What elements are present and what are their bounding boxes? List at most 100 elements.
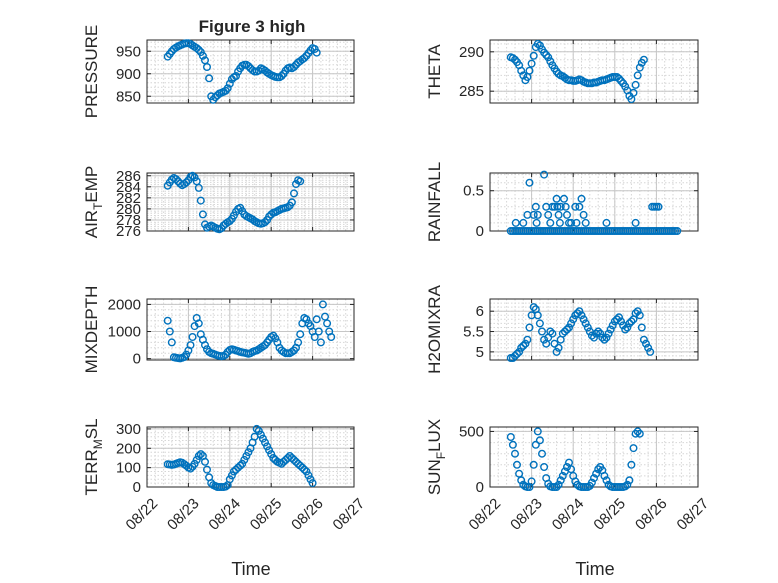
data-point (182, 178, 191, 187)
data-point (316, 338, 325, 347)
data-point (639, 335, 648, 344)
data-point (540, 170, 549, 179)
data-point (606, 325, 615, 334)
data-point (533, 210, 542, 219)
data-point (553, 202, 562, 211)
data-point (538, 449, 547, 458)
y-tick-label: 0 (133, 351, 141, 368)
data-point (267, 210, 276, 219)
data-point (575, 202, 584, 211)
data-point (590, 474, 599, 483)
data-point (567, 319, 576, 328)
data-point (205, 74, 214, 83)
data-point (227, 471, 236, 480)
data-point (296, 330, 305, 339)
data-point (521, 339, 530, 348)
y-tick-label: 5.5 (463, 324, 484, 341)
data-point (186, 464, 195, 473)
data-point (533, 39, 542, 48)
y-axis-label: THETA (425, 44, 444, 99)
data-point (196, 196, 205, 205)
data-point (552, 194, 561, 203)
y-tick-label: 6 (476, 303, 484, 320)
data-point (625, 476, 634, 485)
data-point (511, 218, 520, 227)
data-point (573, 309, 582, 318)
subplot-theta: 285 290 THETA (425, 39, 699, 104)
data-point (527, 59, 536, 68)
data-point (236, 461, 245, 470)
data-point (558, 329, 567, 338)
subplot-sun-flux: 0 500 SUNFLUX 08/22 08/23 08/24 08/25 08/26 08/2… (425, 419, 712, 534)
data-point (563, 325, 572, 334)
x-tick-label: 08/27 (674, 495, 713, 534)
data-point (285, 452, 294, 461)
data-point (525, 66, 534, 75)
data-point (242, 452, 251, 461)
figure-title: Figure 3 high (199, 17, 306, 36)
data-point (556, 202, 565, 211)
y-tick-label: 285 (459, 83, 484, 100)
data-point (642, 339, 651, 348)
y-tick-label: 0.5 (463, 183, 484, 200)
data-point (608, 321, 617, 330)
x-tick-label: 08/26 (632, 495, 671, 534)
data-point (635, 429, 644, 438)
y-tick-label: 0 (476, 223, 484, 240)
data-point (594, 465, 603, 474)
data-point (538, 327, 547, 336)
data-point (556, 476, 565, 485)
data-point (631, 309, 640, 318)
data-point (267, 450, 276, 459)
data-point (552, 347, 561, 356)
data-point (635, 63, 644, 72)
data-point (552, 483, 561, 492)
data-point (171, 175, 180, 184)
data-point (529, 460, 538, 469)
data-point (231, 465, 240, 474)
x-tick-label: 08/22 (466, 495, 505, 534)
data-point (527, 477, 536, 486)
data-point (198, 210, 207, 219)
data-point (519, 71, 528, 80)
data-point (594, 327, 603, 336)
data-point (261, 438, 270, 447)
data-point (198, 51, 207, 60)
data-point (244, 448, 253, 457)
y-tick-label: 0 (476, 479, 484, 496)
data-point (511, 449, 520, 458)
data-point (550, 339, 559, 348)
data-point (310, 333, 319, 342)
data-point (225, 217, 234, 226)
axes-frame (146, 172, 355, 232)
data-point (292, 457, 301, 466)
data-point (629, 88, 638, 97)
axes-frame (146, 426, 355, 488)
y-tick-label: 0 (133, 479, 141, 496)
data-point (508, 54, 517, 63)
data-point (633, 307, 642, 316)
x-tick-label: 08/25 (590, 495, 629, 534)
data-point (508, 440, 517, 449)
data-point (615, 313, 624, 322)
data-point (182, 350, 191, 359)
data-point (531, 202, 540, 211)
data-point (529, 303, 538, 312)
y-axis-label: AIRTEMP (82, 166, 105, 239)
data-point (560, 194, 569, 203)
data-point (596, 329, 605, 338)
data-point (623, 480, 632, 489)
data-point (637, 323, 646, 332)
y-tick-label: 950 (116, 43, 141, 60)
data-point (535, 436, 544, 445)
data-point (540, 335, 549, 344)
data-point (615, 74, 624, 83)
data-point (513, 460, 522, 469)
data-point (546, 218, 555, 227)
data-point (554, 343, 563, 352)
axes-frame (489, 298, 699, 361)
data-point (602, 218, 611, 227)
data-point (290, 63, 299, 72)
y-tick-label: 1000 (108, 324, 141, 341)
data-point (225, 475, 234, 484)
